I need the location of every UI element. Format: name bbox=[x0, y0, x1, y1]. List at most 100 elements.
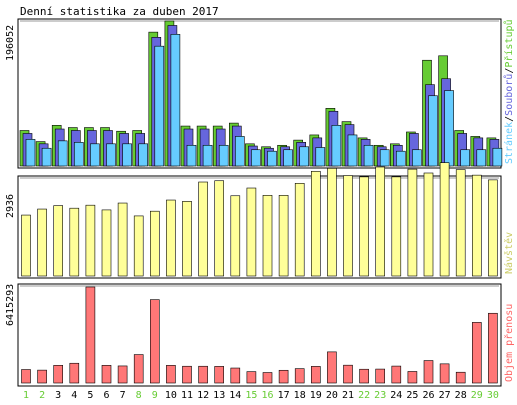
x-tick-label-day-6: 6 bbox=[103, 390, 109, 401]
panel-bottom-legend: Objem přenosu bbox=[503, 304, 515, 382]
bar-kbytes-day-27 bbox=[439, 363, 450, 384]
panel-top-legend-item: Stránek bbox=[503, 122, 515, 164]
x-tick-label-day-14: 14 bbox=[229, 390, 241, 401]
bar-kbytes-day-18 bbox=[294, 368, 305, 384]
x-tick-label-day-16: 16 bbox=[261, 390, 273, 401]
bar-visits-day-14 bbox=[230, 195, 241, 277]
bar-visits-day-6 bbox=[101, 209, 112, 277]
bar-kbytes-day-9 bbox=[150, 299, 160, 384]
bar-kbytes-day-26 bbox=[423, 360, 434, 384]
bar-kbytes-day-11 bbox=[182, 365, 192, 384]
bar-pages-day-16 bbox=[267, 150, 277, 167]
bar-pages-day-6 bbox=[106, 143, 116, 167]
bar-kbytes-day-2 bbox=[37, 369, 47, 384]
bar-visits-day-23 bbox=[375, 166, 386, 277]
bar-kbytes-day-4 bbox=[69, 362, 80, 384]
bar-pages-day-21 bbox=[347, 134, 358, 167]
bar-visits-day-15 bbox=[246, 187, 257, 277]
panel-top-legend-item: Souborů bbox=[503, 74, 515, 116]
bar-pages-day-12 bbox=[202, 144, 213, 167]
bar-pages-day-4 bbox=[74, 142, 84, 167]
bar-kbytes-day-10 bbox=[166, 365, 176, 384]
x-tick-label-day-26: 26 bbox=[422, 390, 434, 401]
bar-pages-day-3 bbox=[57, 140, 68, 167]
x-tick-label-day-21: 21 bbox=[342, 390, 354, 401]
bar-visits-day-21 bbox=[343, 175, 353, 277]
panel-kbytes: 6415293 Objem přenosu bbox=[5, 283, 515, 387]
panel-visits: 2936 Návštěv bbox=[5, 162, 515, 279]
x-tick-label-day-28: 28 bbox=[455, 390, 467, 401]
bar-visits-day-2 bbox=[37, 208, 47, 277]
bar-visits-day-25 bbox=[407, 168, 418, 277]
x-tick-label-day-2: 2 bbox=[39, 390, 45, 401]
bar-kbytes-day-20 bbox=[327, 351, 337, 384]
bar-visits-day-12 bbox=[198, 181, 208, 277]
bar-visits-day-8 bbox=[133, 215, 144, 277]
bar-pages-day-2 bbox=[41, 147, 52, 167]
bar-pages-day-23 bbox=[379, 149, 390, 167]
x-tick-label-day-11: 11 bbox=[181, 390, 193, 401]
bar-kbytes-day-7 bbox=[117, 365, 128, 384]
bar-kbytes-day-1 bbox=[21, 369, 31, 384]
panel-bottom-legend-item: Objem přenosu bbox=[503, 304, 515, 382]
bar-kbytes-day-23 bbox=[375, 368, 386, 384]
bar-pages-day-17 bbox=[283, 149, 293, 167]
bar-kbytes-day-14 bbox=[230, 367, 241, 384]
panel-top-legend-item: / bbox=[504, 68, 515, 74]
bar-visits-day-4 bbox=[69, 207, 80, 277]
x-tick-label-day-19: 19 bbox=[310, 390, 322, 401]
panel-bottom-frame bbox=[17, 283, 502, 387]
bar-visits-day-19 bbox=[310, 170, 321, 277]
panel-top-legend-item: / bbox=[504, 116, 515, 122]
bar-kbytes-day-3 bbox=[53, 365, 64, 384]
bar-visits-day-20 bbox=[327, 167, 337, 277]
bar-kbytes-day-29 bbox=[471, 322, 482, 384]
bar-visits-day-17 bbox=[278, 195, 289, 277]
bar-pages-day-20 bbox=[331, 125, 342, 167]
x-tick-label-day-17: 17 bbox=[278, 390, 290, 401]
x-tick-label-day-1: 1 bbox=[23, 390, 29, 401]
x-tick-label-day-27: 27 bbox=[439, 390, 451, 401]
bar-kbytes-day-16 bbox=[262, 372, 273, 384]
bar-kbytes-day-25 bbox=[407, 371, 418, 384]
bar-visits-day-7 bbox=[117, 202, 128, 277]
bar-visits-day-18 bbox=[294, 183, 305, 277]
bar-kbytes-day-21 bbox=[343, 364, 353, 384]
bar-pages-day-24 bbox=[395, 150, 406, 167]
bar-pages-day-27 bbox=[444, 90, 454, 167]
bar-pages-day-25 bbox=[412, 149, 422, 167]
bar-kbytes-day-15 bbox=[246, 371, 257, 384]
x-tick-label-day-25: 25 bbox=[406, 390, 418, 401]
bar-pages-day-10 bbox=[170, 34, 181, 167]
bar-kbytes-day-22 bbox=[359, 368, 369, 384]
bar-visits-day-9 bbox=[150, 210, 160, 277]
bar-visits-day-3 bbox=[53, 205, 64, 277]
bar-pages-day-7 bbox=[122, 143, 132, 167]
panel-top-legend-item: Přístupů bbox=[503, 19, 515, 67]
x-tick-label-day-24: 24 bbox=[390, 390, 402, 401]
bar-visits-day-27 bbox=[439, 162, 450, 277]
x-tick-label-day-30: 30 bbox=[487, 390, 499, 401]
panel-middle-frame bbox=[17, 175, 502, 279]
bar-pages-day-8 bbox=[138, 143, 148, 167]
bar-pages-day-30 bbox=[492, 147, 503, 167]
bar-kbytes-day-17 bbox=[278, 369, 289, 384]
panel-top-frame bbox=[17, 18, 502, 169]
bar-visits-day-26 bbox=[423, 172, 434, 277]
bar-pages-day-19 bbox=[315, 147, 326, 167]
x-tick-label-day-4: 4 bbox=[71, 390, 77, 401]
bar-pages-day-5 bbox=[90, 143, 100, 167]
bar-pages-day-15 bbox=[251, 149, 261, 167]
bar-kbytes-day-12 bbox=[198, 365, 208, 384]
bar-visits-day-24 bbox=[391, 176, 402, 277]
panel-middle-legend-item: Návštěv bbox=[503, 232, 515, 274]
x-tick-label-day-12: 12 bbox=[197, 390, 209, 401]
panel-top-ymax-label: 196052 bbox=[5, 25, 16, 61]
bar-kbytes-day-28 bbox=[455, 371, 466, 384]
bar-pages-day-11 bbox=[186, 144, 197, 167]
bar-pages-day-9 bbox=[154, 45, 165, 167]
x-tick-label-day-23: 23 bbox=[374, 390, 386, 401]
bar-visits-day-11 bbox=[182, 201, 192, 277]
